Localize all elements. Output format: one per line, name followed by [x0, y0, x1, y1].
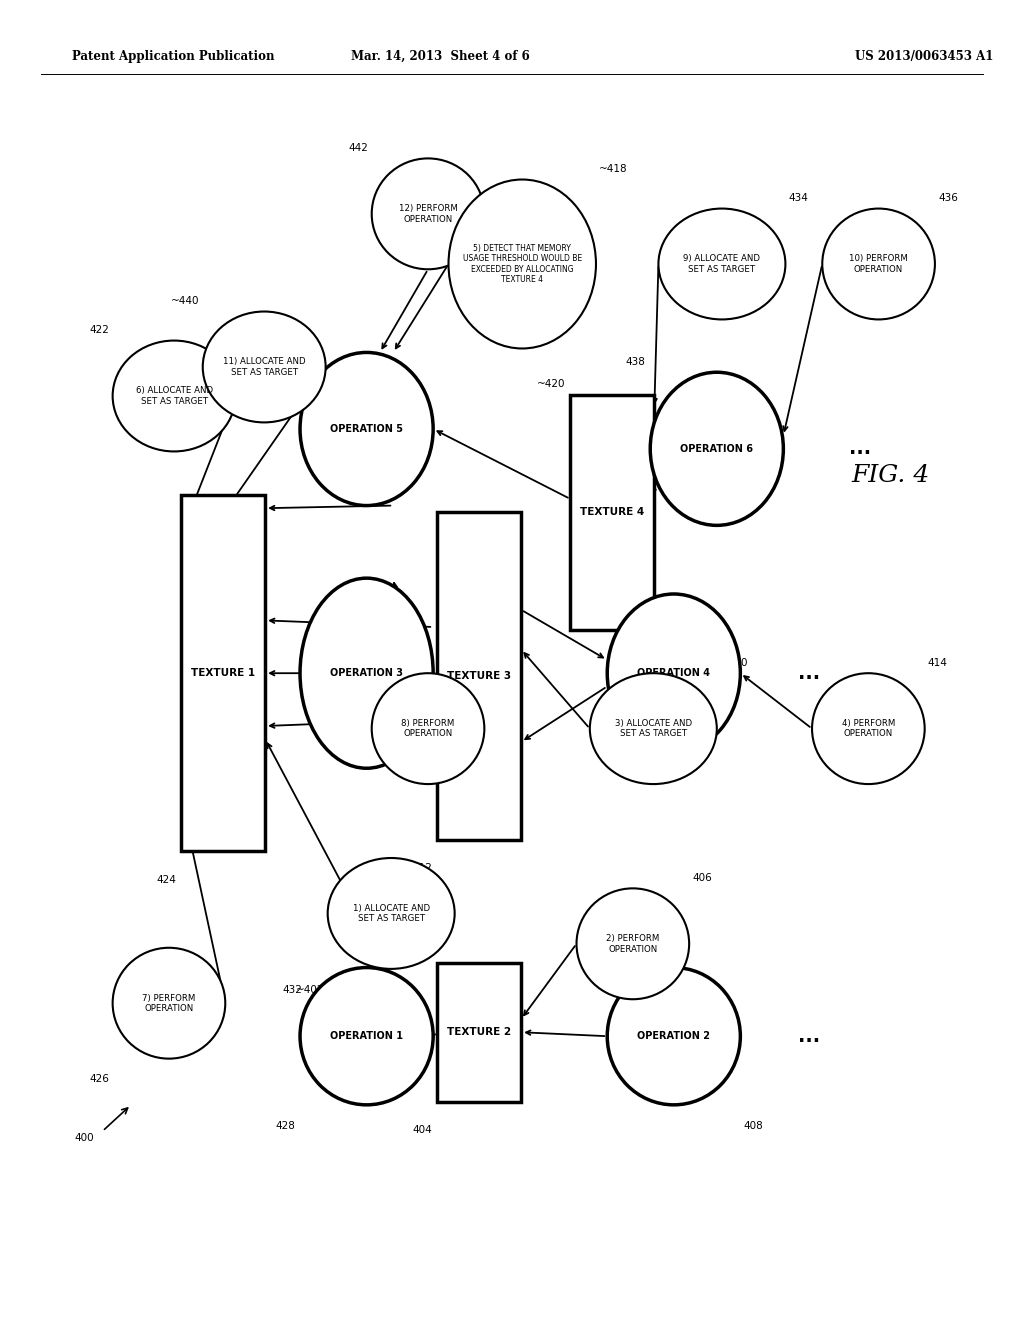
Text: 2) PERFORM
OPERATION: 2) PERFORM OPERATION: [606, 935, 659, 953]
Text: OPERATION 6: OPERATION 6: [680, 444, 754, 454]
Text: 432: 432: [283, 985, 302, 995]
Ellipse shape: [372, 158, 484, 269]
Text: TEXTURE 1: TEXTURE 1: [191, 668, 255, 678]
Text: 6) ALLOCATE AND
SET AS TARGET: 6) ALLOCATE AND SET AS TARGET: [135, 387, 213, 405]
Text: 426: 426: [90, 1074, 110, 1085]
Text: 406: 406: [692, 873, 712, 883]
FancyBboxPatch shape: [570, 395, 654, 630]
Ellipse shape: [113, 341, 236, 451]
Text: 404: 404: [413, 1125, 432, 1135]
Ellipse shape: [577, 888, 689, 999]
Text: ~402: ~402: [296, 985, 325, 995]
Text: 442: 442: [349, 143, 369, 153]
Text: 414: 414: [928, 657, 947, 668]
Ellipse shape: [113, 948, 225, 1059]
FancyBboxPatch shape: [437, 964, 521, 1101]
Text: 428: 428: [275, 1121, 295, 1131]
Text: OPERATION 5: OPERATION 5: [330, 424, 403, 434]
Text: 434: 434: [788, 193, 808, 203]
Ellipse shape: [300, 968, 433, 1105]
Text: 408: 408: [743, 1121, 763, 1131]
Text: 412: 412: [413, 863, 432, 874]
Ellipse shape: [372, 673, 484, 784]
Ellipse shape: [607, 968, 740, 1105]
Text: 438: 438: [626, 356, 645, 367]
Ellipse shape: [822, 209, 935, 319]
Text: 444: 444: [349, 657, 369, 668]
Text: 4) PERFORM
OPERATION: 4) PERFORM OPERATION: [842, 719, 895, 738]
Text: 10) PERFORM
OPERATION: 10) PERFORM OPERATION: [849, 255, 908, 273]
Ellipse shape: [590, 673, 717, 784]
Text: 8) PERFORM
OPERATION: 8) PERFORM OPERATION: [401, 719, 455, 738]
Text: OPERATION 1: OPERATION 1: [330, 1031, 403, 1041]
Text: ~410: ~410: [720, 657, 749, 668]
Ellipse shape: [607, 594, 740, 752]
Text: TEXTURE 4: TEXTURE 4: [581, 507, 644, 517]
Text: FIG. 4: FIG. 4: [852, 463, 930, 487]
Text: ...: ...: [849, 440, 871, 458]
Text: ~440: ~440: [171, 296, 200, 306]
Text: 9) ALLOCATE AND
SET AS TARGET: 9) ALLOCATE AND SET AS TARGET: [683, 255, 761, 273]
Text: 5) DETECT THAT MEMORY
USAGE THRESHOLD WOULD BE
EXCEEDED BY ALLOCATING
TEXTURE 4: 5) DETECT THAT MEMORY USAGE THRESHOLD WO…: [463, 244, 582, 284]
Text: Patent Application Publication: Patent Application Publication: [72, 50, 274, 63]
Text: ~430: ~430: [317, 657, 346, 668]
Ellipse shape: [449, 180, 596, 348]
Text: ...: ...: [798, 1027, 820, 1045]
Text: TEXTURE 3: TEXTURE 3: [447, 671, 511, 681]
Text: 11) ALLOCATE AND
SET AS TARGET: 11) ALLOCATE AND SET AS TARGET: [223, 358, 305, 376]
Text: 1) ALLOCATE AND
SET AS TARGET: 1) ALLOCATE AND SET AS TARGET: [352, 904, 430, 923]
Text: TEXTURE 2: TEXTURE 2: [447, 1027, 511, 1038]
Ellipse shape: [203, 312, 326, 422]
Ellipse shape: [300, 352, 433, 506]
Ellipse shape: [812, 673, 925, 784]
Text: OPERATION 2: OPERATION 2: [637, 1031, 711, 1041]
Ellipse shape: [328, 858, 455, 969]
Text: 12) PERFORM
OPERATION: 12) PERFORM OPERATION: [398, 205, 458, 223]
Text: 436: 436: [938, 193, 957, 203]
Text: Mar. 14, 2013  Sheet 4 of 6: Mar. 14, 2013 Sheet 4 of 6: [351, 50, 529, 63]
FancyBboxPatch shape: [181, 495, 265, 851]
Text: 3) ALLOCATE AND
SET AS TARGET: 3) ALLOCATE AND SET AS TARGET: [614, 719, 692, 738]
Text: 400: 400: [74, 1133, 94, 1143]
FancyBboxPatch shape: [437, 512, 521, 840]
Text: ~420: ~420: [537, 379, 565, 389]
Text: US 2013/0063453 A1: US 2013/0063453 A1: [855, 50, 993, 63]
Text: OPERATION 3: OPERATION 3: [330, 668, 403, 678]
Text: 422: 422: [90, 325, 110, 335]
Text: 424: 424: [157, 875, 176, 886]
Ellipse shape: [658, 209, 785, 319]
Text: ~418: ~418: [599, 164, 628, 174]
Text: OPERATION 4: OPERATION 4: [637, 668, 711, 678]
Ellipse shape: [650, 372, 783, 525]
Ellipse shape: [300, 578, 433, 768]
Text: 416: 416: [692, 1015, 712, 1026]
Text: 7) PERFORM
OPERATION: 7) PERFORM OPERATION: [142, 994, 196, 1012]
Text: ...: ...: [798, 664, 820, 682]
